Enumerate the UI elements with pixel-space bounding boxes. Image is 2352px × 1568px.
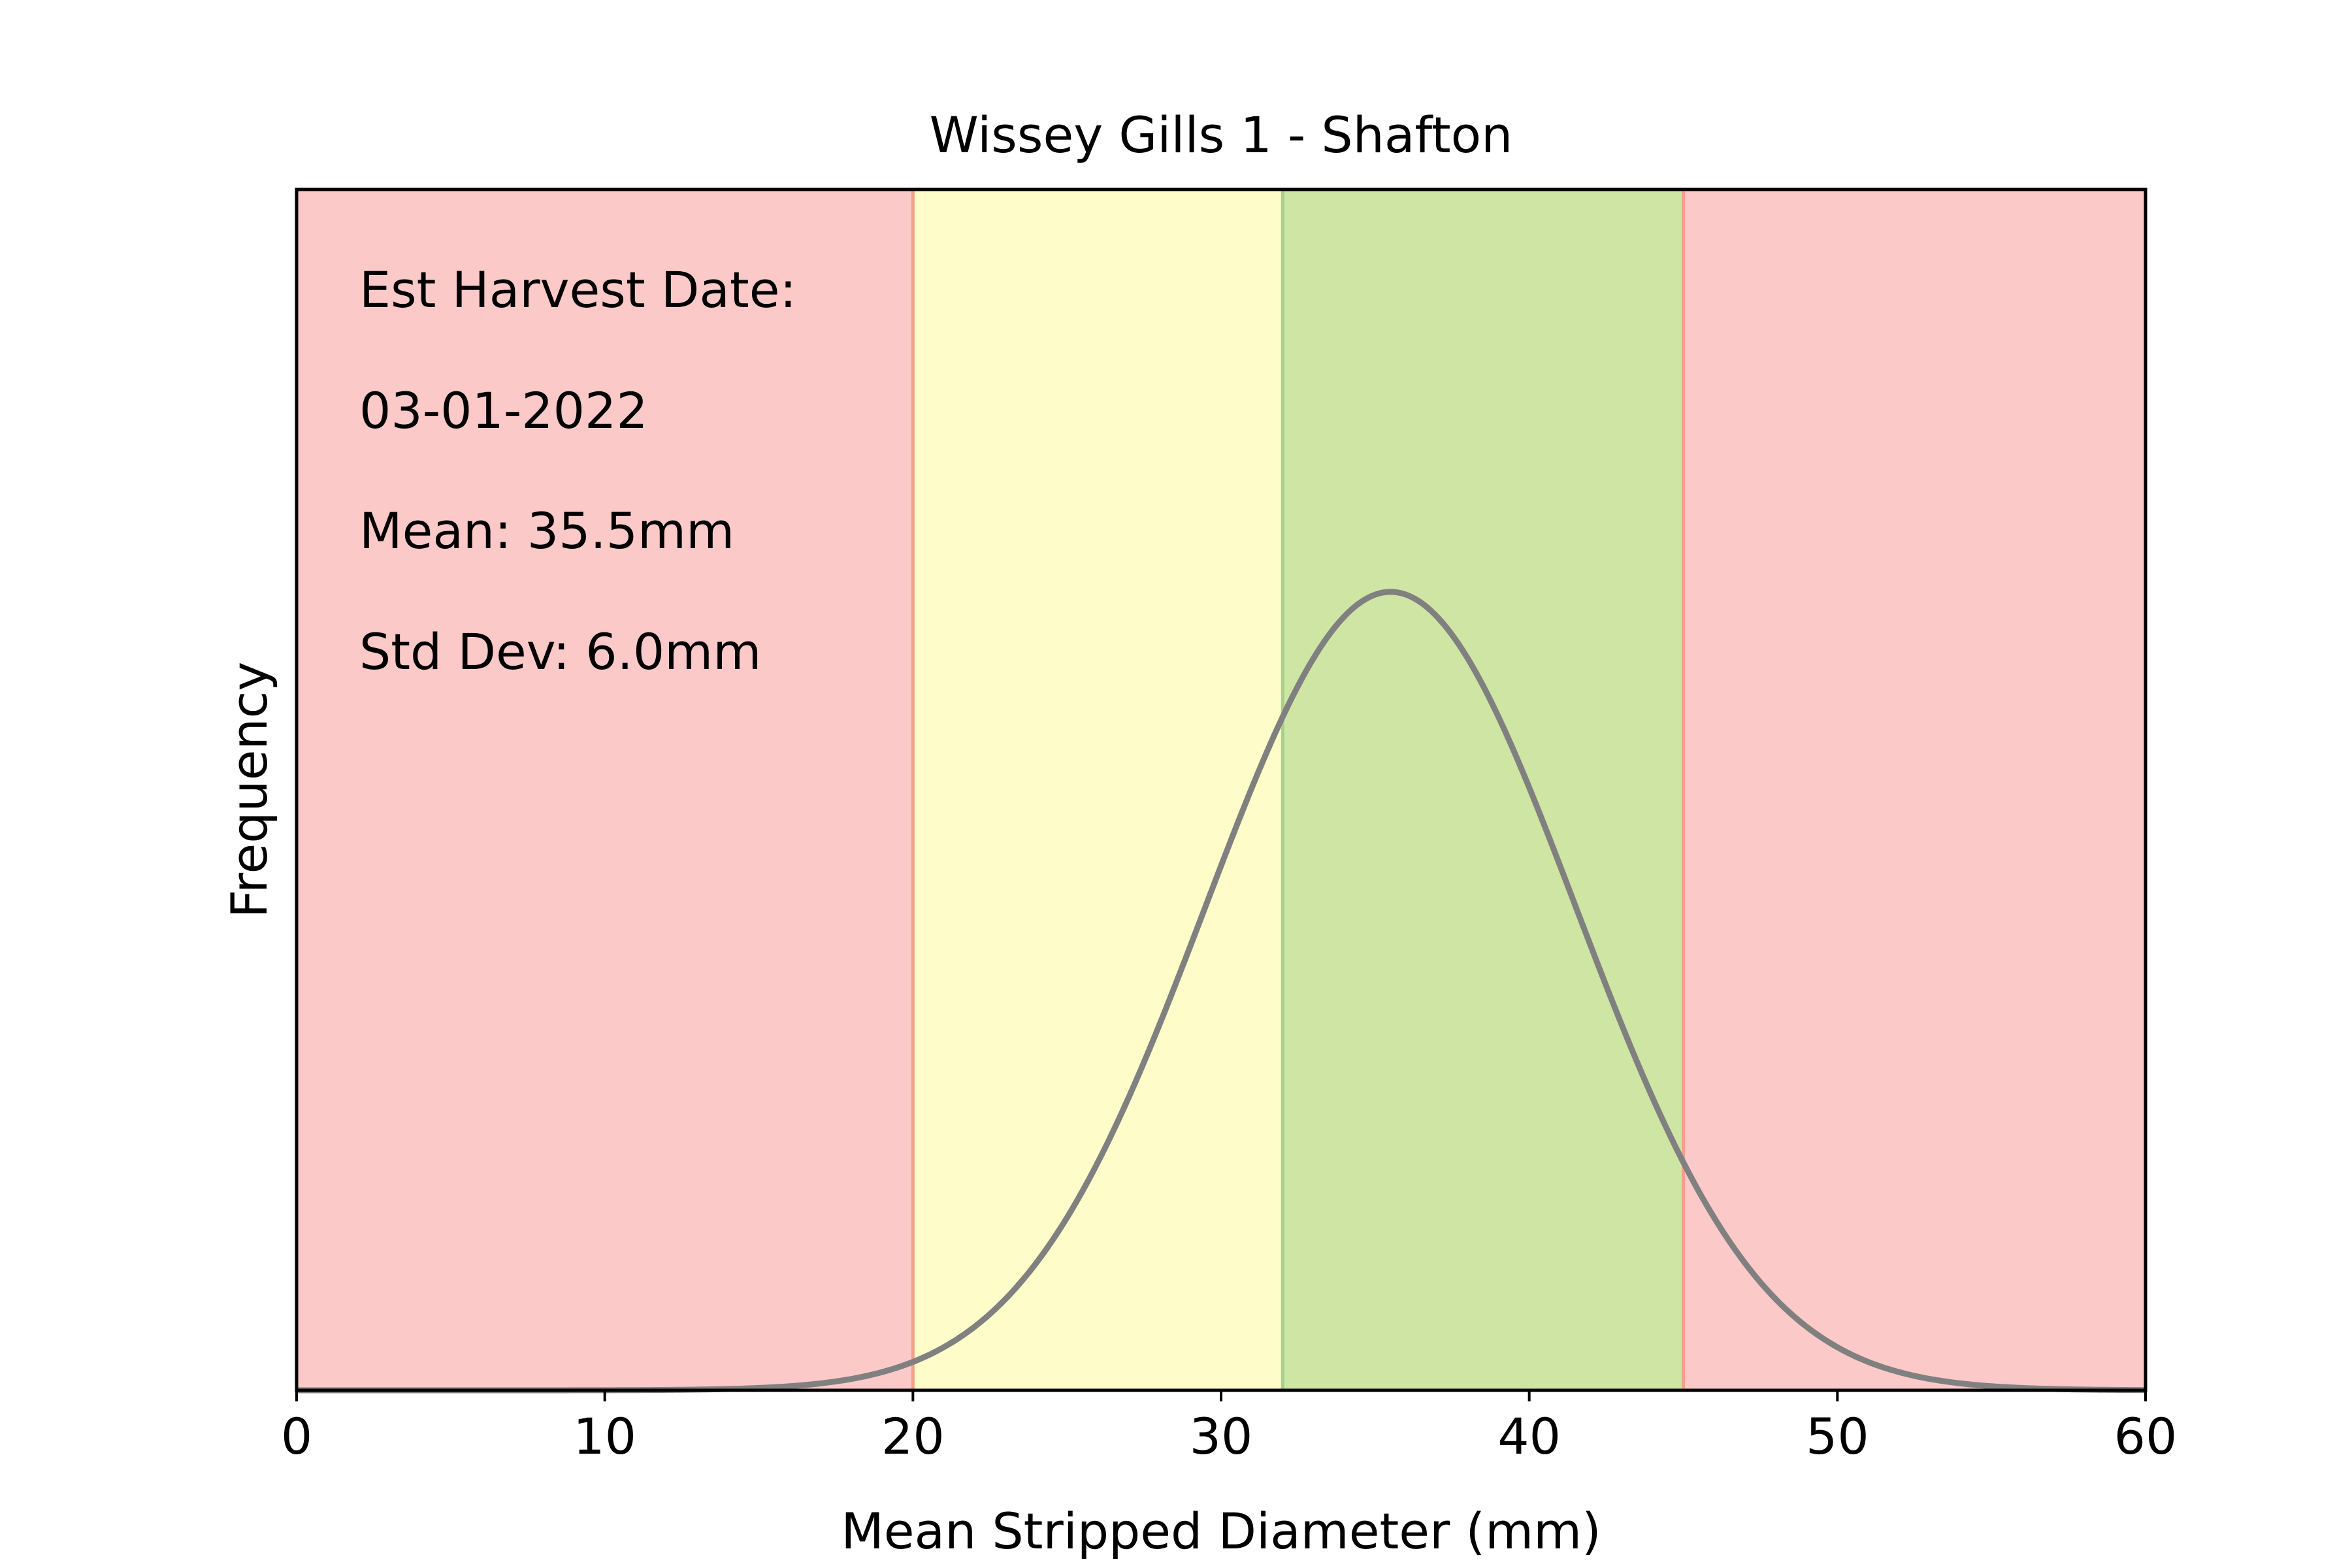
x-tick-label-4: 40 <box>1497 1407 1561 1465</box>
x-tick-label-6: 60 <box>2114 1407 2178 1465</box>
x-tick-label-0: 0 <box>281 1407 312 1465</box>
band-3 <box>1683 189 2146 1390</box>
band-0 <box>297 189 913 1390</box>
band-1 <box>913 189 1283 1390</box>
x-tick-label-5: 50 <box>1806 1407 1869 1465</box>
x-axis: 0 10 20 30 40 50 60 <box>281 1390 2178 1465</box>
annotation-harvest-date-label: Est Harvest Date: <box>359 261 796 319</box>
band-2 <box>1282 189 1684 1390</box>
chart-title: Wissey Gills 1 - Shafton <box>930 106 1513 164</box>
y-axis-label: Frequency <box>220 662 278 919</box>
x-axis-label: Mean Stripped Diameter (mm) <box>841 1502 1601 1560</box>
x-tick-label-1: 10 <box>573 1407 636 1465</box>
x-tick-label-2: 20 <box>881 1407 945 1465</box>
annotation-mean: Mean: 35.5mm <box>359 502 734 560</box>
x-tick-label-3: 30 <box>1190 1407 1253 1465</box>
band-layer <box>297 189 2146 1390</box>
annotation-harvest-date-value: 03-01-2022 <box>359 382 648 440</box>
annotation-std-dev: Std Dev: 6.0mm <box>359 623 761 681</box>
